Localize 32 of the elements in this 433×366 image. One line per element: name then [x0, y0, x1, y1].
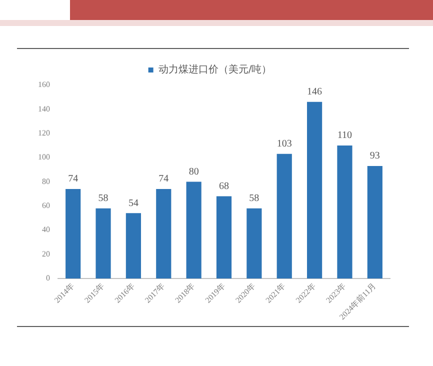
- y-tick-label: 100: [38, 152, 50, 162]
- bar: [337, 145, 352, 278]
- bar: [276, 154, 292, 278]
- data-label: 93: [370, 150, 380, 162]
- data-label: 146: [307, 86, 322, 98]
- data-label: 54: [128, 198, 138, 209]
- y-tick-label: 0: [46, 274, 50, 283]
- data-label: 74: [68, 174, 78, 185]
- y-tick-label: 160: [38, 80, 50, 90]
- bar: [307, 102, 322, 278]
- bar: [66, 188, 81, 278]
- bar: [246, 208, 262, 278]
- bar: [186, 182, 202, 278]
- y-tick-label: 80: [42, 176, 50, 186]
- y-tick-label: 60: [42, 201, 50, 210]
- data-label: 58: [98, 192, 108, 204]
- bar: [126, 213, 141, 278]
- bar: [156, 188, 172, 278]
- data-label: 80: [188, 166, 199, 178]
- data-label: 74: [158, 174, 169, 185]
- bar: [216, 196, 232, 278]
- bar: [96, 208, 111, 278]
- y-tick-label: 120: [38, 128, 50, 138]
- data-label: 103: [276, 138, 292, 150]
- bar: [367, 166, 382, 278]
- legend-label: 动力煤进口价（美元/吨）: [158, 64, 272, 76]
- y-tick-label: 20: [42, 249, 50, 258]
- data-label: 58: [249, 192, 260, 204]
- y-tick-label: 40: [42, 225, 50, 234]
- y-tick-label: 140: [38, 104, 50, 114]
- data-label: 68: [219, 180, 229, 192]
- data-label: 110: [337, 130, 352, 142]
